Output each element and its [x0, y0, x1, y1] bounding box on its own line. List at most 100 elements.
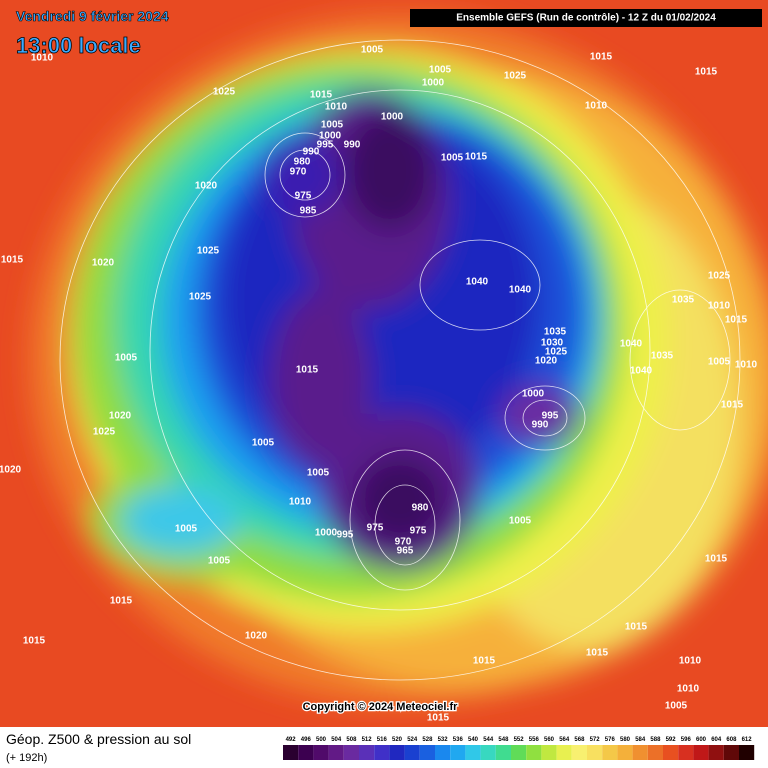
legend-label: 548	[498, 737, 509, 743]
legend-label: 568	[574, 737, 585, 743]
legend-swatch	[602, 745, 618, 760]
isobar-label: 970	[290, 167, 307, 178]
isobar-label: 1015	[110, 596, 133, 607]
isobar-label: 1015	[23, 636, 46, 647]
legend-label: 592	[666, 737, 677, 743]
isobar-label: 1015	[465, 152, 488, 163]
isobar-label: 1015	[590, 52, 613, 63]
legend-label: 612	[742, 737, 753, 743]
isobar-label: 1015	[725, 315, 748, 326]
legend-swatch	[419, 745, 435, 760]
isobar-label: 1015	[1, 255, 24, 266]
isobar-label: 1005	[441, 153, 464, 164]
legend-label: 608	[726, 737, 737, 743]
isobar-label: 1000	[522, 389, 545, 400]
legend-label: 552	[514, 737, 525, 743]
isobar-label: 990	[344, 140, 361, 151]
isobar-label: 1005	[175, 524, 198, 535]
isobar-label: 990	[532, 420, 549, 431]
legend-label: 580	[620, 737, 631, 743]
legend-swatch	[678, 745, 694, 760]
isobar-label: 1015	[705, 554, 728, 565]
isobar-label: 1010	[677, 684, 700, 695]
legend-label: 572	[590, 737, 601, 743]
isobar-label: 1005	[509, 516, 532, 527]
isobar-label: 995	[542, 411, 559, 422]
isobar-label: 1005	[429, 65, 452, 76]
legend-swatch	[480, 745, 496, 760]
legend-label: 516	[377, 737, 388, 743]
legend-label: 520	[392, 737, 403, 743]
legend-label: 588	[650, 737, 661, 743]
legend-swatch	[617, 745, 633, 760]
isobar-label: 1000	[319, 131, 342, 142]
isobars	[59, 39, 741, 681]
legend-swatch	[450, 745, 466, 760]
isobar-label: 1015	[310, 90, 333, 101]
legend-swatch	[511, 745, 527, 760]
legend-label: 560	[544, 737, 555, 743]
isobar-label: 975	[410, 526, 427, 537]
legend-swatch	[328, 745, 344, 760]
isobar-label: 995	[337, 530, 354, 541]
legend-swatch	[389, 745, 405, 760]
map-time: 13:00 locale	[16, 33, 141, 58]
legend-swatch	[298, 745, 314, 760]
legend-swatch	[632, 745, 648, 760]
legend-label: 512	[362, 737, 373, 743]
isobar-label: 1005	[321, 120, 344, 131]
isobar-label: 1015	[473, 656, 496, 667]
legend-label: 584	[635, 737, 646, 743]
isobar-label: 965	[397, 546, 414, 557]
isobar-label: 1005	[708, 357, 731, 368]
isobar-label: 1020	[0, 465, 22, 476]
legend-swatch	[708, 745, 724, 760]
isobar-labels: 1005101010251005100010251015101510151010…	[0, 45, 758, 724]
isobar-label: 970	[395, 537, 412, 548]
legend-swatch	[283, 745, 299, 760]
legend-swatch	[359, 745, 375, 760]
copyright: Copyright © 2024 Meteociel.fr	[303, 701, 459, 713]
isobar-label: 975	[367, 523, 384, 534]
legend-label: 600	[696, 737, 707, 743]
legend-swatch	[343, 745, 359, 760]
isobar-label: 1040	[630, 366, 653, 377]
color-legend: 492 496 500 504 508 512 516 520 524 528 532 536 540 5…	[283, 737, 755, 760]
legend-label: 564	[559, 737, 570, 743]
isobar-label: 1040	[509, 285, 532, 296]
isobar-label: 1025	[93, 427, 116, 438]
isobar-label: 1035	[672, 295, 695, 306]
isobar-label: 1010	[289, 497, 312, 508]
isobar-label: 1040	[620, 339, 643, 350]
isobar-label: 1020	[92, 258, 115, 269]
map-date: Vendredi 9 février 2024	[16, 8, 169, 24]
isobar-label: 1010	[325, 102, 348, 113]
legend-swatch	[587, 745, 603, 760]
legend-label: 556	[529, 737, 540, 743]
isobar-label: 1015	[586, 648, 609, 659]
legend-swatch	[739, 745, 755, 760]
isobar-label: 1025	[213, 87, 236, 98]
isobar-label: 1020	[109, 411, 132, 422]
isobar-label: 1005	[115, 353, 138, 364]
legend-label: 504	[331, 737, 342, 743]
isobar-label: 1010	[585, 101, 608, 112]
isobar-label: 1020	[535, 356, 558, 367]
z500-field	[30, 15, 768, 705]
legend-swatch	[465, 745, 481, 760]
legend-label: 540	[468, 737, 479, 743]
isobar-label: 1010	[708, 301, 731, 312]
legend-label: 576	[605, 737, 616, 743]
isobar-label: 1025	[545, 347, 568, 358]
isobar-label: 980	[412, 503, 429, 514]
isobar-label: 1000	[422, 78, 445, 89]
legend-swatch	[556, 745, 572, 760]
isobar-label: 1040	[466, 277, 489, 288]
legend-swatch	[723, 745, 739, 760]
isobar-label: 1005	[208, 556, 231, 567]
isobar-label: 1005	[361, 45, 384, 56]
legend-label: 604	[711, 737, 722, 743]
run-info: Ensemble GEFS (Run de contrôle) - 12 Z d…	[456, 13, 716, 24]
isobar-label: 975	[295, 191, 312, 202]
